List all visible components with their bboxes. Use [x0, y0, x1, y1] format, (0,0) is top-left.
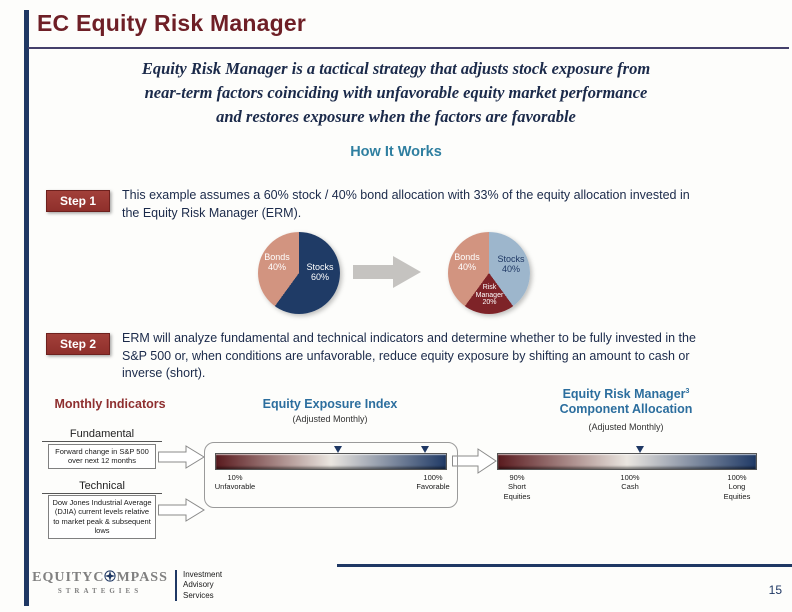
pie-slice-label-stocks: Stocks 40% [494, 254, 528, 275]
step-1-badge: Step 1 [46, 190, 110, 212]
column-heading-equity-exposure-index: Equity Exposure Index (Adjusted Monthly) [215, 397, 445, 424]
column-subheading: (Adjusted Monthly) [588, 422, 664, 433]
slice-name: Stocks [497, 254, 525, 264]
services-text: Investment Advisory Services [183, 570, 222, 601]
label-line: Cash [621, 482, 639, 492]
label-line: 90% [509, 473, 525, 482]
heading-text: Equity Risk Manager [562, 387, 686, 402]
label-line: Equities [723, 491, 751, 501]
logo-text: EQUITYC [32, 570, 105, 585]
left-accent-bar [24, 10, 29, 606]
pie-chart-erm-allocation: Bonds 40% Stocks 40% Risk Manager 20% [448, 232, 530, 314]
label-line: Unfavorable [214, 482, 256, 492]
services-line: Services [183, 590, 214, 600]
column-heading-component-allocation: Equity Risk Manager3 Component Allocatio… [495, 384, 757, 435]
indicator-title-technical: Technical [42, 480, 162, 494]
scale-label-short-equities: 90% Short Equities [487, 473, 547, 501]
slice-pct: 40% [501, 264, 520, 275]
heading-line: Equity Exposure Index [262, 397, 398, 411]
logo-text: MPASS [116, 570, 168, 585]
slice-pct: 40% [267, 262, 286, 273]
column-subheading: (Adjusted Monthly) [292, 414, 368, 424]
heading-line: Equity Risk Manager3 [495, 384, 757, 402]
label-line: 100% [620, 473, 640, 482]
label-line: Short [508, 482, 526, 492]
footer-divider [337, 564, 792, 567]
pie-chart-initial-allocation: Bonds 40% Stocks 60% [258, 232, 340, 314]
step-2-text: ERM will analyze fundamental and technic… [122, 331, 696, 380]
pie-slice-label-bonds: Bonds 40% [260, 252, 294, 273]
scale-marker-icon [333, 446, 342, 453]
footnote-marker: 3 [685, 388, 690, 395]
right-arrow-icon [353, 256, 421, 288]
section-heading: How It Works [350, 144, 442, 160]
scale-marker-icon [635, 446, 644, 453]
step-2-badge: Step 2 [46, 333, 110, 355]
scale-marker-icon [421, 446, 430, 453]
technical-arrow-icon [158, 498, 205, 522]
label-line: 10% [227, 473, 243, 482]
indicator-box-fundamental: Forward change in S&P 500 over next 12 m… [48, 444, 156, 469]
pie-slice-label-stocks: Stocks 60% [302, 262, 338, 283]
step-1-text: This example assumes a 60% stock / 40% b… [122, 188, 690, 220]
indicator-box-technical: Dow Jones Industrial Average (DJIA) curr… [48, 495, 156, 539]
footer-separator [175, 570, 177, 601]
slice-name: Risk Manager [475, 284, 504, 299]
company-logo: EQUITYC MPASS STRATEGIES [30, 570, 170, 595]
pie-slice-label-risk-manager: Risk Manager 20% [471, 284, 508, 307]
equity-exposure-index-bar [215, 446, 447, 470]
label-line: Favorable [416, 482, 450, 492]
label-line: 100% [727, 473, 747, 482]
fundamental-arrow-icon [158, 445, 205, 469]
intro-line: near-term factors coinciding with unfavo… [144, 83, 648, 102]
heading-line: Component Allocation [559, 402, 693, 417]
title-divider [28, 47, 789, 49]
slice-pct: 40% [457, 262, 476, 273]
label-line: Equities [503, 491, 531, 501]
scale-label-cash: 100% Cash [600, 473, 660, 492]
logo-subtitle: STRATEGIES [57, 587, 143, 595]
indicator-title-fundamental: Fundamental [42, 428, 162, 442]
compass-icon [104, 570, 117, 582]
services-line: Advisory [183, 580, 214, 590]
services-line: Investment [183, 570, 223, 579]
page-number: 15 [768, 583, 782, 597]
intro-text: Equity Risk Manager is a tactical strate… [56, 57, 736, 129]
component-allocation-bar [497, 446, 757, 470]
label-line: 100% [423, 473, 443, 482]
scale-label-unfavorable: 10% Unfavorable [205, 473, 265, 492]
scale-label-long-equities: 100% Long Equities [707, 473, 767, 501]
page-title: EC Equity Risk Manager [37, 10, 306, 36]
intro-line: and restores exposure when the factors a… [216, 107, 576, 126]
pie-slice-label-bonds: Bonds 40% [450, 252, 484, 273]
label-line: Long [728, 482, 746, 492]
exposure-index-frame [204, 442, 458, 508]
index-to-allocation-arrow-icon [452, 448, 497, 474]
slice-pct: 60% [310, 272, 329, 283]
slice-name: Bonds [264, 252, 290, 262]
slice-pct: 20% [482, 299, 497, 307]
column-heading-monthly-indicators: Monthly Indicators [54, 397, 166, 411]
intro-line: Equity Risk Manager is a tactical strate… [141, 59, 651, 78]
slice-name: Stocks [306, 262, 334, 272]
scale-label-favorable: 100% Favorable [403, 473, 463, 492]
slice-name: Bonds [454, 252, 480, 262]
